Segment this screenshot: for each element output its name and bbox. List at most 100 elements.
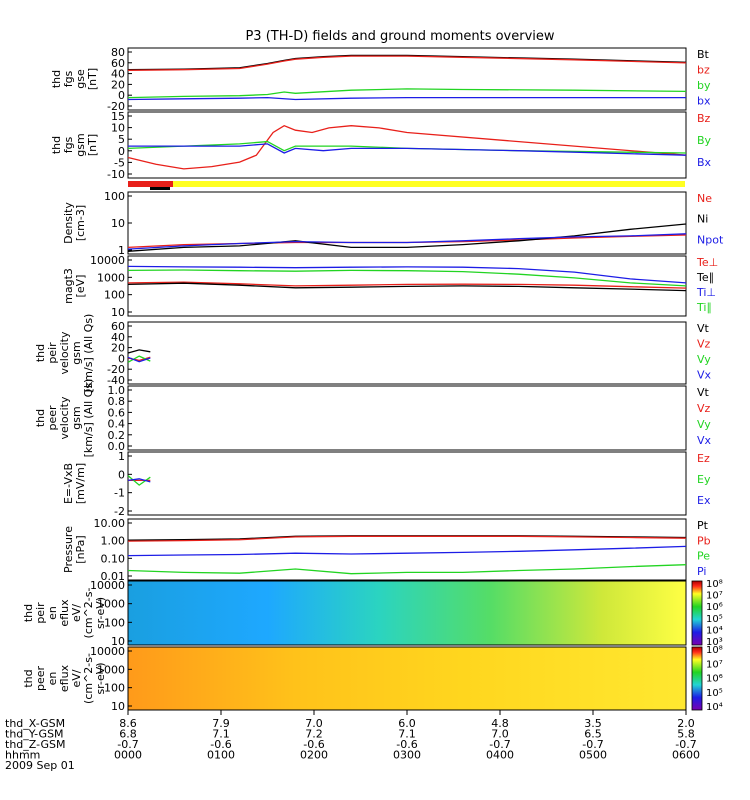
y-tick-label: 5 [118,133,125,146]
y-tick-label: 0 [118,468,125,481]
legend-Ez: Ez [697,452,710,465]
quality-bar-black [150,187,170,190]
y-axis-label: magt3[eV] [62,268,87,304]
legend-Te⊥: Te⊥ [696,256,718,269]
y-tick-label: 10 [111,306,125,319]
y-tick-label: -2 [114,505,125,518]
panel-density: 100 10 1 Density[cm-3] Ne Ni Npot [62,190,724,257]
colorbar-label: 10⁵ [706,614,723,625]
legend-Vx: Vx [697,369,712,382]
series-Ni [127,223,687,252]
y-tick-label: 0.8 [108,395,126,408]
y-axis-label: Density[cm-3] [62,202,87,244]
series-by [127,88,687,99]
y-tick-label: 100 [104,289,125,302]
colorbar-label: 10⁵ [706,688,723,699]
legend-Vz: Vz [697,338,711,351]
x-tick-label: 5.8 [677,728,695,741]
y-tick-label: 0.4 [108,418,126,431]
series-Bx [128,143,687,156]
legend-Bz: Bz [697,112,711,125]
x-tick-label: 7.1 [212,728,230,741]
x-tick-label: -0.7 [582,738,603,751]
y-tick-label: 1 [118,244,125,257]
y-tick-label: -20 [107,100,125,113]
panel-frame [127,255,687,317]
y-tick-label: 15 [111,110,125,123]
colorbar-label: 10⁴ [706,625,723,636]
y-tick-label: -1 [114,487,125,500]
y-tick-label: 100 [104,616,125,629]
x-tick-label: 0100 [207,749,235,762]
y-tick-label: 10 [111,122,125,135]
panel-frame [127,580,687,646]
legend-Vt: Vt [697,322,710,335]
y-tick-label: 0 [118,352,125,365]
y-tick-label: 0.10 [101,552,126,565]
series-Ey [127,475,151,486]
panel-frame [127,451,687,516]
y-tick-label: -10 [107,168,125,181]
y-tick-label: 10 [111,635,125,648]
colorbar-label: 10⁷ [706,659,723,670]
y-tick-label: 10 [111,217,125,230]
legend-Ne: Ne [697,192,712,205]
y-tick-label: 40 [111,331,125,344]
panel-peer_spec: 10⁸ 10⁷ 10⁶ 10⁵ 10⁴ 10000 1000 100 10 thdpeerenef… [22,645,723,713]
x-tick-label: -0.6 [210,738,231,751]
panel-efield: 1 0 -1 -2 E=-VxB[mV/m] Ez Ey Ex [62,450,711,518]
x-tick-label: 7.0 [305,717,323,730]
series-Vx [127,356,151,363]
panel-frame [127,47,687,111]
colorbar-label: 10³ [706,637,723,648]
series-Ti⊥ [127,265,687,284]
y-tick-label: 1000 [97,271,125,284]
y-tick-label: 20 [111,78,125,91]
x-tick-label: 0500 [579,749,607,762]
legend-Vt: Vt [697,386,710,399]
legend-Bt: Bt [697,48,710,61]
x-row-label: thd_X-GSM [5,717,65,730]
legend-Ni: Ni [697,213,708,226]
x-tick-label: 0300 [393,749,421,762]
y-tick-label: 10000 [90,579,125,592]
panels: 806040200-20thdfgsgse[nT]Btbzbybx151050-… [22,46,724,713]
panel-frame [127,321,687,385]
y-axis-label: Pressure[nPa] [62,526,87,573]
series-Pb [127,535,687,542]
x-tick-label: 7.9 [212,717,230,730]
x-tick-label: 0400 [486,749,514,762]
date-label: 2009 Sep 01 [5,759,75,772]
x-tick-label: 3.5 [584,717,602,730]
colorbar-label: 10⁶ [706,602,723,613]
panel-pressure: 10.00 1.00 0.10 0.01 Pressure[nPa] Pt Pb Pe Pi [62,517,711,583]
legend-Pi: Pi [697,565,706,578]
panel-peer_velocity: 1.00.80.60.40.20.0 thdpeervelocitygsm[km/… [34,379,712,458]
x-tick-label: -0.6 [396,738,417,751]
x-tick-label: 7.2 [305,728,323,741]
colorbar-label: 10⁶ [706,674,723,685]
legend-Ey: Ey [697,473,711,486]
legend-Vx: Vx [697,434,712,447]
x-row-label: thd_Y-GSM [5,728,64,741]
y-axis-label: thdfgsgse[nT] [50,68,99,90]
y-tick-label: 100 [104,190,125,203]
x-tick-label: 8.6 [119,717,137,730]
quality-bar-yellow [173,181,685,187]
legend-Vy: Vy [697,353,711,366]
y-axis-label: thdpeervelocitygsm[km/s] (All Qs) [34,379,95,458]
legend-by: by [697,79,711,92]
series-Npot [127,233,687,250]
y-tick-label: 1.00 [101,535,126,548]
series-Te⊥ [127,281,687,289]
spectrogram-peer_spec [128,647,686,710]
x-tick-label: 7.1 [398,728,416,741]
y-tick-label: 0.2 [108,429,126,442]
panel-frame [127,111,687,179]
legend-Pt: Pt [697,519,709,532]
x-tick-label: -0.6 [303,738,324,751]
legend-Ex: Ex [697,494,711,507]
x-tick-label: 4.8 [491,717,509,730]
